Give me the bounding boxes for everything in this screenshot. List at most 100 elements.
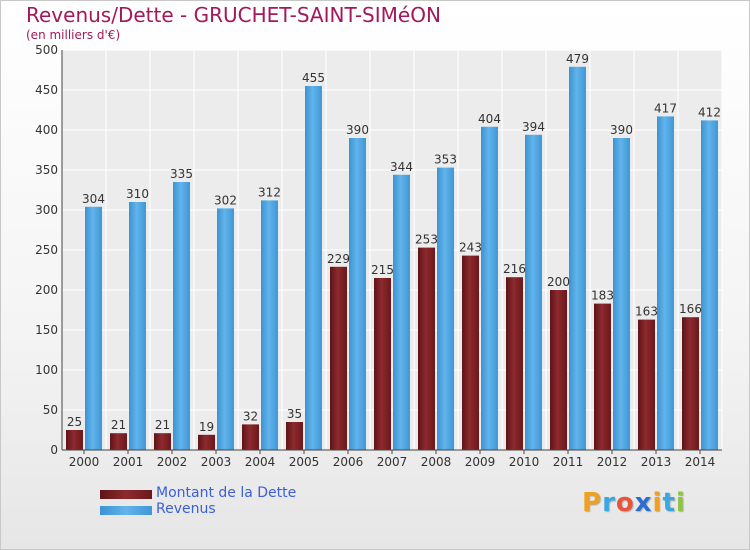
bar-revenus [437,167,454,450]
bar-dette [418,247,435,450]
proxiti-logo: Proxiti [582,488,686,518]
bar-dette [550,290,567,450]
bar-dette [330,266,347,450]
bar-revenus [701,120,718,451]
bar-dette [110,433,127,450]
bar-dette [66,430,83,450]
bar-revenus [349,138,366,450]
data-label-revenus: 479 [566,52,589,66]
x-tick-label: 2010 [509,455,540,469]
y-tick-label: 100 [35,363,58,377]
data-label-revenus: 335 [170,167,193,181]
bar-revenus [481,126,498,451]
chart-title: Revenus/Dette - GRUCHET-SAINT-SIMéON [26,3,441,27]
labels-layer: 25 304 21 310 21 335 19 302 32 312 35 455 229 390 215 3… [67,52,721,434]
data-label-revenus: 412 [698,105,721,119]
data-label-revenus: 353 [434,153,457,167]
data-label-revenus: 390 [346,123,369,137]
logo-letter: r [602,488,616,518]
x-tick-label: 2004 [245,455,276,469]
y-tick-label: 400 [35,123,58,137]
data-label-revenus: 390 [610,123,633,137]
y-tick-label: 300 [35,203,58,217]
y-tick-label: 50 [43,403,58,417]
bar-revenus [85,206,102,450]
bar-revenus [173,182,190,450]
data-label-dette: 21 [111,418,126,432]
x-tick-label: 2014 [685,455,716,469]
data-label-dette: 200 [547,275,570,289]
legend-label-dette: Montant de la Dette [156,485,297,501]
bar-revenus [657,116,674,451]
legend-swatch-revenus [100,506,152,515]
data-label-dette: 19 [199,420,214,434]
bar-revenus [613,138,630,450]
y-tick-label: 200 [35,283,58,297]
bar-revenus [261,200,278,450]
data-label-revenus: 455 [302,71,325,85]
data-label-dette: 25 [67,415,82,429]
bar-dette [506,277,523,450]
bar-revenus [393,174,410,451]
x-tick-label: 2009 [465,455,496,469]
bar-dette [594,303,611,450]
data-label-revenus: 404 [478,112,501,126]
x-tick-label: 2005 [289,455,320,469]
y-tick-label: 250 [35,243,58,257]
bar-revenus [217,208,234,450]
logo-letter: P [582,488,603,518]
x-tick-label: 2013 [641,455,672,469]
bar-dette [286,422,303,450]
x-tick-label: 2003 [201,455,232,469]
bar-revenus [305,86,322,450]
bar-dette [154,433,171,450]
data-label-dette: 163 [635,305,658,319]
logo-letter: x [634,488,653,518]
logo-letter: t [662,488,676,518]
data-label-revenus: 417 [654,101,677,115]
legend-swatch-dette [100,490,152,499]
logo-letter: i [652,488,663,518]
data-label-revenus: 304 [82,192,105,206]
x-tick-label: 2001 [113,455,144,469]
y-tick-label: 450 [35,83,58,97]
axis-layer: 0 50 100 150 200 250 300 350 400 450 500 2000 2001 20… [35,43,722,469]
x-tick-label: 2012 [597,455,628,469]
data-label-dette: 216 [503,262,526,276]
data-label-dette: 32 [243,409,258,423]
bar-revenus [525,134,542,451]
data-label-revenus: 344 [390,160,413,174]
bar-dette [462,255,479,450]
logo-letter: i [675,488,686,518]
bar-revenus [129,202,146,450]
data-label-revenus: 310 [126,187,149,201]
data-label-dette: 183 [591,289,614,303]
data-label-dette: 215 [371,263,394,277]
bar-revenus [569,66,586,451]
y-tick-label: 350 [35,163,58,177]
x-tick-label: 2002 [157,455,188,469]
data-label-revenus: 394 [522,120,545,134]
chart-subtitle: (en milliers d'€) [26,28,121,42]
bar-dette [374,278,391,450]
x-tick-label: 2000 [69,455,100,469]
data-label-revenus: 302 [214,193,237,207]
bar-dette [242,424,259,450]
data-label-dette: 21 [155,418,170,432]
y-tick-label: 150 [35,323,58,337]
bar-dette [198,434,215,450]
data-label-dette: 229 [327,252,350,266]
data-label-dette: 253 [415,233,438,247]
y-tick-label: 500 [35,43,58,57]
data-label-dette: 35 [287,407,302,421]
data-label-dette: 243 [459,241,482,255]
y-tick-label: 0 [50,443,58,457]
x-tick-label: 2007 [377,455,408,469]
data-label-dette: 166 [679,302,702,316]
data-label-revenus: 312 [258,185,281,199]
x-tick-label: 2008 [421,455,452,469]
bar-dette [638,319,655,450]
x-tick-label: 2006 [333,455,364,469]
legend-label-revenus: Revenus [156,501,216,517]
